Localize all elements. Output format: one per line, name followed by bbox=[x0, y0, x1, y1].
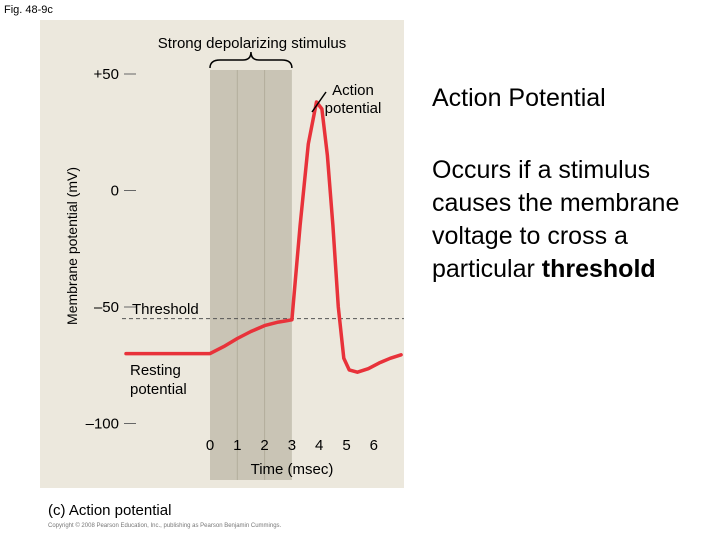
action-potential-pointer bbox=[311, 91, 327, 113]
y-axis-label: Membrane potential (mV) bbox=[64, 167, 80, 325]
stimulus-label: Strong depolarizing stimulus bbox=[158, 35, 346, 52]
side-title: Action Potential bbox=[432, 84, 606, 112]
action-potential-label: Action potential bbox=[325, 82, 382, 117]
figure-caption: (c) Action potential bbox=[48, 502, 172, 519]
x-tick-label: 3 bbox=[288, 437, 296, 454]
y-tick-label: +50 bbox=[94, 66, 119, 83]
stimulus-dividers bbox=[236, 70, 266, 480]
x-tick-label: 2 bbox=[260, 437, 268, 454]
x-tick-label: 4 bbox=[315, 437, 323, 454]
threshold-label: Threshold bbox=[132, 301, 199, 318]
x-tick-label: 1 bbox=[233, 437, 241, 454]
y-tick-label: –100 bbox=[86, 416, 119, 433]
resting-potential-label: Resting potential bbox=[130, 362, 187, 398]
side-description-text: Occurs if a stimulus causes the membrane… bbox=[432, 156, 680, 283]
y-tick-label: 0 bbox=[111, 183, 119, 200]
y-tick-label: –50 bbox=[94, 299, 119, 316]
x-tick-label: 0 bbox=[206, 437, 214, 454]
side-description: Occurs if a stimulus causes the membrane… bbox=[432, 154, 712, 286]
y-tick-marks: +50 0 –50 –100 bbox=[86, 66, 136, 433]
x-tick-label: 6 bbox=[370, 437, 378, 454]
x-tick-labels: 0 1 2 3 4 5 6 bbox=[206, 437, 378, 454]
x-tick-label: 5 bbox=[342, 437, 350, 454]
stimulus-band bbox=[210, 70, 292, 480]
copyright-notice: Copyright © 2008 Pearson Education, Inc.… bbox=[48, 523, 282, 529]
stimulus-brace bbox=[209, 51, 293, 69]
action-potential-trace bbox=[124, 100, 403, 374]
side-description-keyword: threshold bbox=[541, 255, 656, 283]
x-axis-label: Time (msec) bbox=[251, 461, 334, 478]
figure-label: Fig. 48-9c bbox=[4, 4, 53, 16]
